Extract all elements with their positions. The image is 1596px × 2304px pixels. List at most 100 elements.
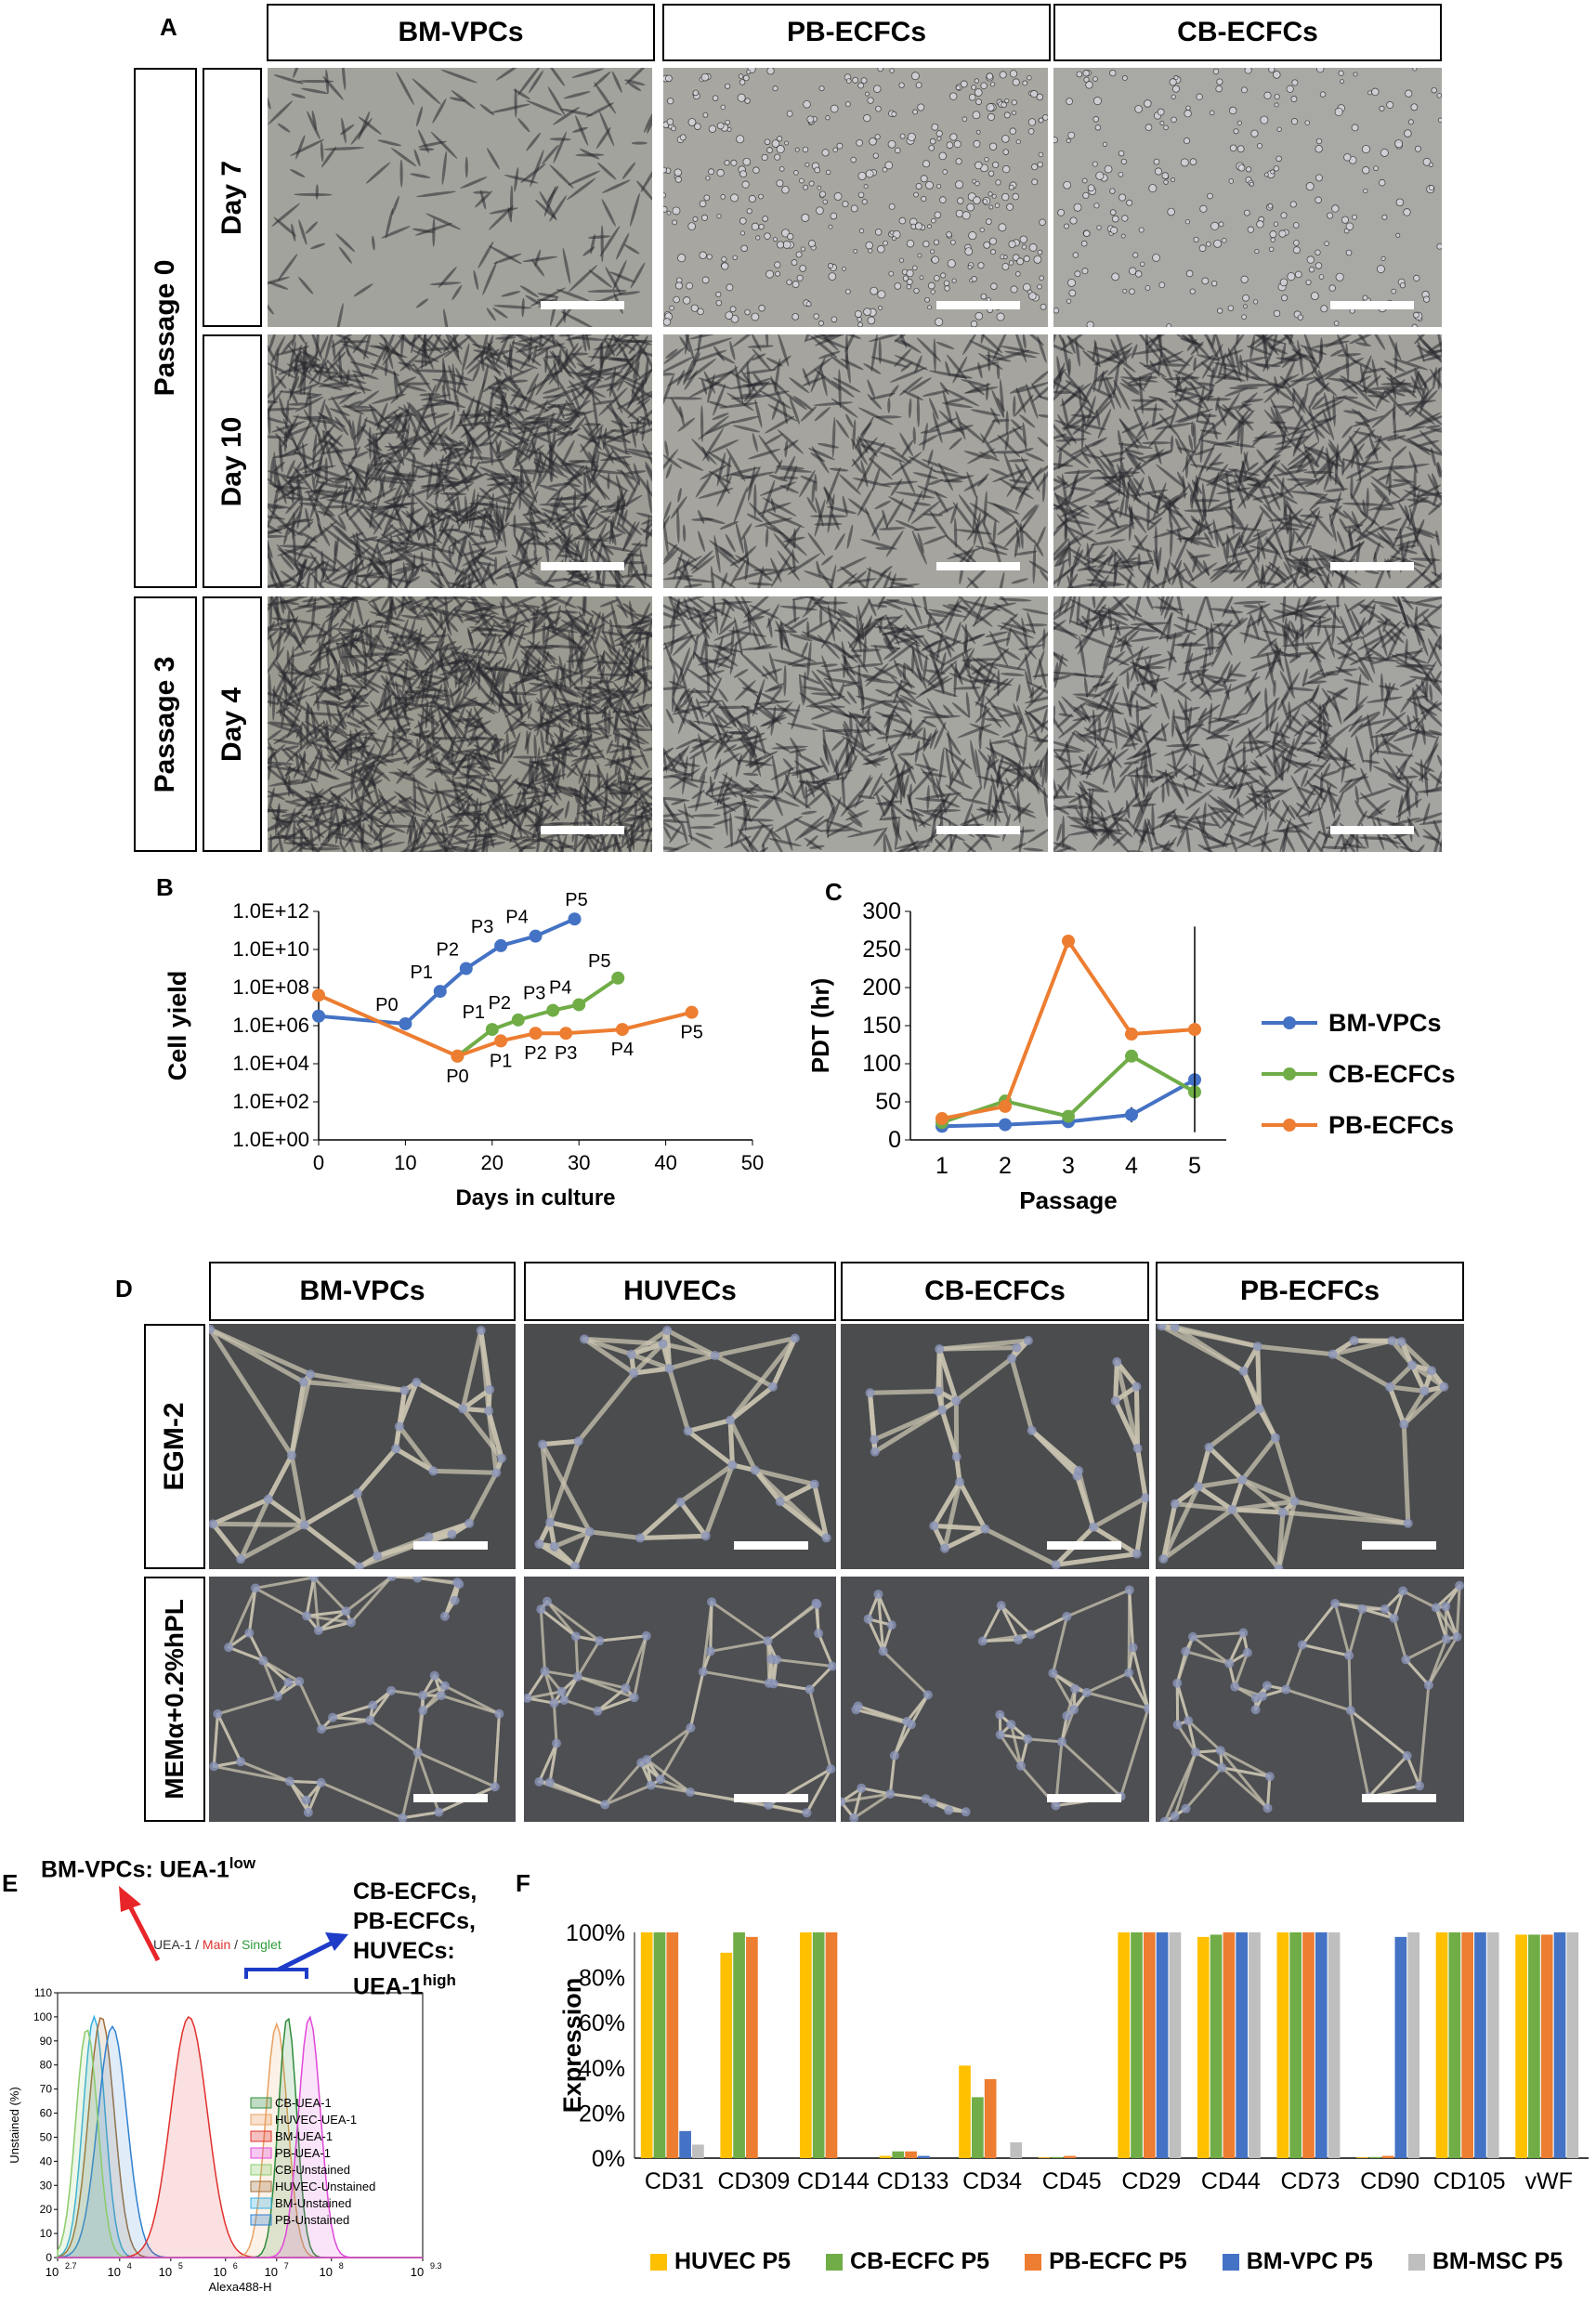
bar — [653, 1932, 666, 2158]
panel-letter-e: E — [2, 1869, 19, 1897]
y-tick-label: 0 — [46, 2251, 52, 2264]
red-arrow-head — [119, 1886, 141, 1912]
data-point — [1062, 1109, 1075, 1123]
y-tick-label: 1.0E+12 — [232, 899, 309, 923]
bar — [918, 2155, 930, 2158]
bar — [1064, 2155, 1077, 2158]
data-point — [529, 929, 543, 943]
scale-bar — [936, 826, 1020, 834]
legend-swatch — [250, 2180, 272, 2193]
blue-arrow — [277, 1939, 336, 1972]
panel-a-day7-label: Day 7 — [203, 68, 262, 327]
point-label: P0 — [446, 1067, 468, 1087]
panel-d-row-label-mem: MEMα+0.2%hPL — [144, 1577, 205, 1822]
category-label: CD105 — [1433, 2168, 1506, 2193]
bar — [800, 1932, 812, 2158]
category-label: CD133 — [877, 2168, 949, 2193]
point-label: P4 — [549, 977, 571, 998]
data-point — [999, 1118, 1012, 1132]
y-tick-label: 250 — [862, 936, 901, 962]
data-point — [568, 912, 582, 926]
legend-item-cb-ecfc: CB-ECFC P5 — [826, 2248, 989, 2275]
data-point — [529, 1027, 543, 1041]
point-label: P1 — [490, 1051, 512, 1071]
bar — [666, 1932, 679, 2158]
y-tick-label: 20 — [40, 2203, 53, 2216]
scale-bar — [541, 562, 624, 570]
bar — [1528, 1934, 1540, 2158]
category-label: CD73 — [1280, 2168, 1340, 2193]
data-point — [572, 998, 586, 1012]
bracket — [244, 1968, 308, 1979]
bar — [1010, 2141, 1023, 2158]
panel-d-col-header-cbecfcs: CB-ECFCs — [841, 1262, 1149, 1321]
micrograph-d-r2-c2 — [524, 1577, 836, 1822]
category-label: vWF — [1525, 2168, 1573, 2193]
legend-swatch — [250, 2197, 272, 2209]
y-tick-label: 1.0E+08 — [232, 975, 309, 999]
bar — [959, 2065, 971, 2158]
bar — [905, 2151, 917, 2158]
series-line — [456, 976, 620, 1058]
x-tick-label: 10 — [108, 2265, 121, 2279]
y-tick-label: 60 — [40, 2107, 53, 2120]
legend-marker — [1283, 1016, 1296, 1029]
y-tick-label: 200 — [862, 975, 901, 1001]
legend-label: CB-Unstained — [275, 2163, 350, 2177]
y-axis-title: Cell yield — [164, 971, 191, 1081]
micrograph-a-r3-c2 — [663, 596, 1048, 852]
micrograph-a-r3-c3 — [1053, 596, 1442, 852]
bar — [879, 2155, 892, 2158]
data-point — [1188, 1023, 1201, 1037]
x-tick-label: 3 — [1062, 1153, 1075, 1179]
bar — [640, 1932, 653, 2158]
bar — [1368, 2156, 1381, 2158]
y-tick-label: 1.0E+02 — [232, 1090, 309, 1113]
x-tick-label: 10 — [46, 2265, 59, 2279]
scale-bar — [1330, 562, 1414, 570]
data-point — [685, 1005, 699, 1019]
bar — [679, 2130, 691, 2158]
legend-swatch — [250, 2130, 272, 2142]
bar — [812, 1932, 825, 2158]
x-tick-label: 4 — [1125, 1153, 1138, 1179]
bar — [1249, 1932, 1261, 2158]
panel-a-col-header-bmvpcs: BM-VPCs — [267, 4, 655, 61]
panel-e-annotation-low: BM-VPCs: UEA-1low — [41, 1854, 256, 1883]
micrograph-d-r2-c1 — [209, 1577, 516, 1822]
legend-swatch — [250, 2214, 272, 2226]
legend-label: CB-ECFCs — [1328, 1060, 1456, 1088]
scale-bar — [1047, 1541, 1121, 1550]
x-tick-label: 20 — [481, 1151, 504, 1174]
y-tick-label: 300 — [862, 898, 901, 924]
panel-a-day4-label: Day 4 — [203, 596, 262, 852]
point-label: P5 — [588, 951, 610, 972]
bar — [733, 1932, 745, 2158]
micrograph-d-r1-c1 — [209, 1324, 516, 1569]
point-label: P1 — [411, 962, 433, 983]
bar — [1051, 2156, 1064, 2158]
y-tick-label: 20% — [579, 2101, 625, 2127]
bar — [1236, 1932, 1249, 2158]
legend-label: PB-UEA-1 — [275, 2146, 331, 2160]
x-tick-label: 0 — [313, 1151, 324, 1174]
x-tick-exponent: 4 — [127, 2261, 132, 2271]
y-tick-label: 1.0E+10 — [232, 937, 309, 961]
scale-bar — [936, 562, 1020, 570]
chart-c-pdt: 0 50 100 150 200 250 300 1 2 3 4 5 PDT (hr) Passage BM… — [808, 898, 1456, 1214]
data-point — [1125, 1049, 1138, 1063]
data-point — [999, 1099, 1012, 1113]
y-tick-label: 100% — [566, 1920, 625, 1946]
micrograph-a-r2-c3 — [1053, 334, 1442, 588]
y-tick-label: 100 — [862, 1051, 901, 1077]
micrograph-a-r2-c2 — [663, 334, 1048, 588]
legend-swatch — [250, 2164, 272, 2176]
bar — [825, 1932, 838, 2158]
micrograph-d-r1-c4 — [1156, 1324, 1464, 1569]
category-label: CD45 — [1042, 2168, 1102, 2193]
y-tick-label: 70 — [40, 2083, 53, 2096]
point-label: P3 — [523, 984, 545, 1004]
legend-label: HUVEC-Unstained — [275, 2180, 375, 2193]
data-point — [935, 1112, 948, 1126]
